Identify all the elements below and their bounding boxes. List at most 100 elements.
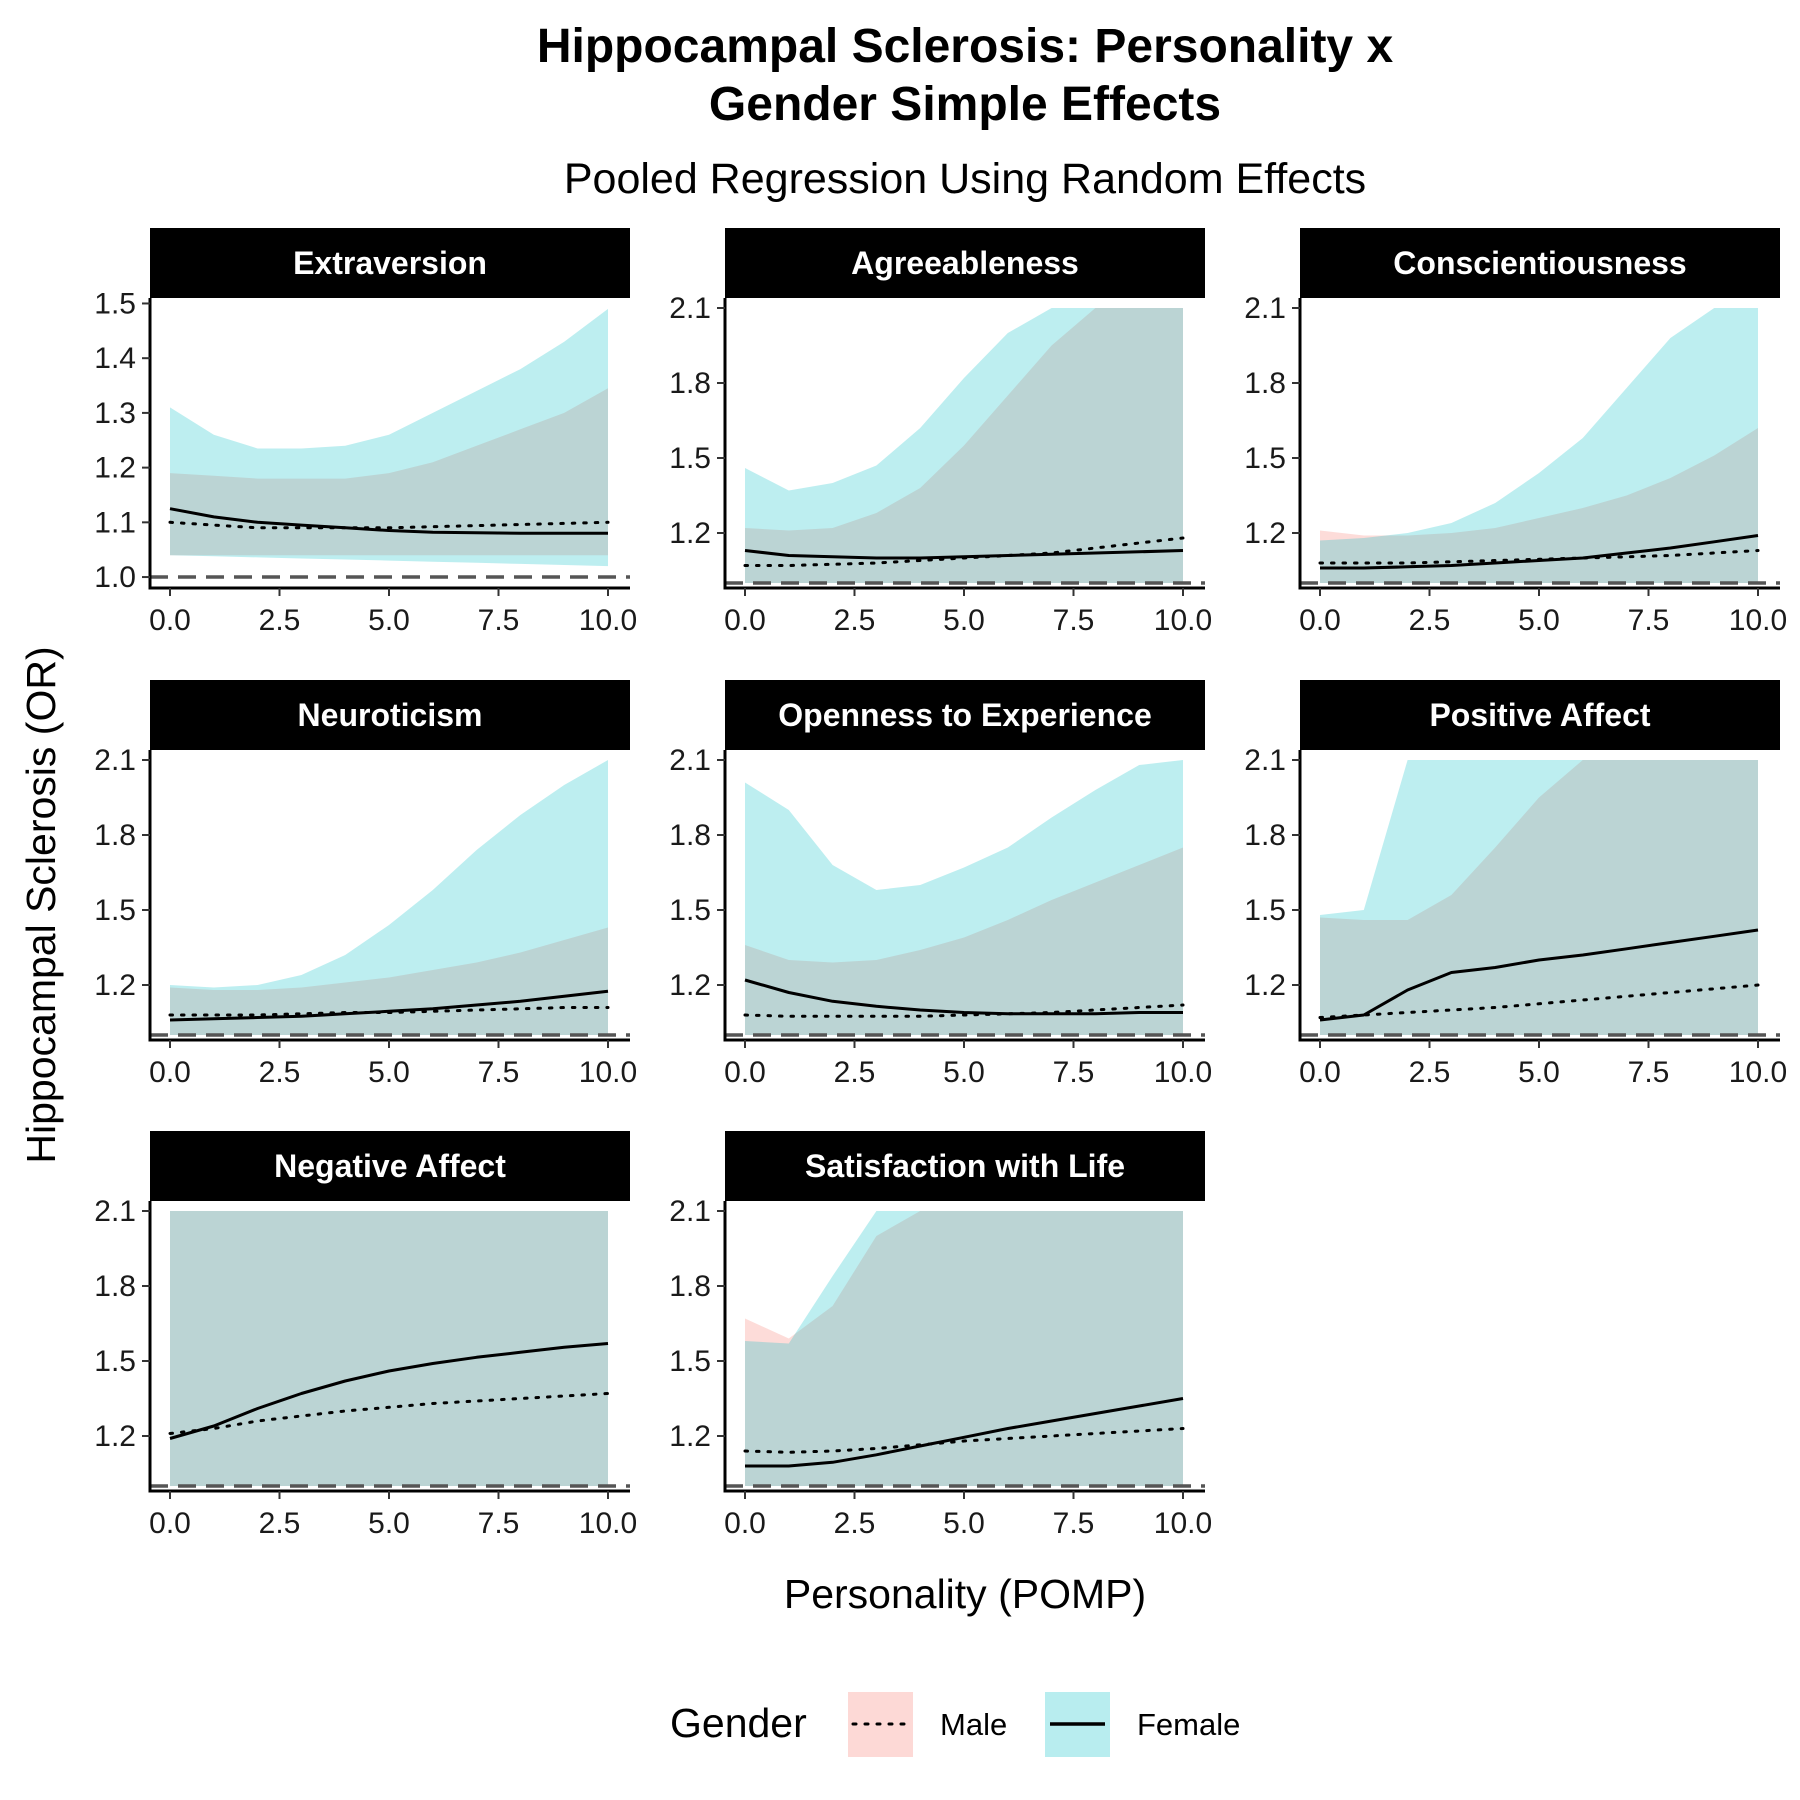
y-tick-label-satisfaction-with-life: 1.8 xyxy=(669,1270,711,1303)
y-tick-label-neuroticism: 2.1 xyxy=(94,744,136,777)
strip-openness-to-experience xyxy=(725,680,1205,750)
female-estimate-line-neuroticism xyxy=(169,989,609,1022)
y-tick-label-agreeableness: 1.8 xyxy=(669,367,711,400)
x-tick-label-agreeableness: 7.5 xyxy=(1053,604,1095,637)
male-ci-ribbon-agreeableness xyxy=(745,308,1183,583)
legend-label-female: Female xyxy=(1137,1707,1240,1742)
x-tick-label-satisfaction-with-life: 7.5 xyxy=(1053,1507,1095,1540)
strip-extraversion xyxy=(150,228,630,298)
strip-label-satisfaction-with-life: Satisfaction with Life xyxy=(805,1148,1125,1184)
strip-label-agreeableness: Agreeableness xyxy=(851,245,1079,281)
data-area-negative-affect xyxy=(168,1211,610,1486)
strip-label-negative-affect: Negative Affect xyxy=(274,1148,506,1184)
female-ci-ribbon-negative-affect xyxy=(170,1211,608,1486)
y-tick-label-conscientiousness: 1.8 xyxy=(1244,367,1286,400)
x-tick-label-openness-to-experience: 10.0 xyxy=(1154,1056,1212,1089)
data-area-satisfaction-with-life xyxy=(743,1211,1185,1486)
female-ci-ribbon-neuroticism xyxy=(170,760,608,1035)
y-tick-label-negative-affect: 2.1 xyxy=(94,1195,136,1228)
chart-title-line-1: Hippocampal Sclerosis: Personality x xyxy=(537,20,1394,73)
x-tick-label-extraversion: 2.5 xyxy=(259,604,301,637)
y-tick-label-agreeableness: 2.1 xyxy=(669,292,711,325)
x-tick-label-conscientiousness: 5.0 xyxy=(1518,604,1560,637)
strip-label-extraversion: Extraversion xyxy=(293,245,487,281)
female-estimate-line-satisfaction-with-life xyxy=(745,1397,1184,1468)
y-tick-label-openness-to-experience: 1.8 xyxy=(669,819,711,852)
y-tick-label-negative-affect: 1.5 xyxy=(94,1345,136,1378)
x-tick-label-openness-to-experience: 5.0 xyxy=(943,1056,985,1089)
female-estimate-line-extraversion xyxy=(169,507,608,535)
x-tick-label-agreeableness: 0.0 xyxy=(724,604,766,637)
x-tick-label-conscientiousness: 2.5 xyxy=(1409,604,1451,637)
y-axis-title: Hippocampal Sclerosis (OR) xyxy=(18,646,64,1163)
y-tick-label-extraversion: 1.3 xyxy=(94,397,136,430)
x-tick-label-satisfaction-with-life: 10.0 xyxy=(1154,1507,1212,1540)
strip-label-openness-to-experience: Openness to Experience xyxy=(778,697,1151,733)
x-tick-label-agreeableness: 2.5 xyxy=(834,604,876,637)
panel-agreeableness: Agreeableness 1.2 1.5 1.8 2.1 0.0 2.5 5.0 7.5 10.… xyxy=(669,228,1212,637)
y-tick-label-negative-affect: 1.2 xyxy=(94,1420,136,1453)
x-tick-label-extraversion: 10.0 xyxy=(579,604,637,637)
x-tick-label-positive-affect: 10.0 xyxy=(1729,1056,1787,1089)
x-tick-label-positive-affect: 2.5 xyxy=(1409,1056,1451,1089)
y-tick-label-openness-to-experience: 1.2 xyxy=(669,969,711,1002)
female-estimate-line-positive-affect xyxy=(1319,928,1759,1022)
data-area-extraversion xyxy=(168,308,610,567)
strip-conscientiousness xyxy=(1300,228,1780,298)
x-tick-label-extraversion: 0.0 xyxy=(149,604,191,637)
strip-label-conscientiousness: Conscientiousness xyxy=(1393,245,1686,281)
y-tick-label-extraversion: 1.0 xyxy=(94,561,136,594)
panel-openness-to-experience: Openness to Experience 1.2 1.5 1.8 2.1 0.0 2.5… xyxy=(669,680,1212,1089)
y-tick-label-openness-to-experience: 2.1 xyxy=(669,744,711,777)
female-estimate-line-negative-affect xyxy=(169,1342,609,1440)
female-estimate-line-openness-to-experience xyxy=(744,978,1183,1016)
female-ci-ribbon-satisfaction-with-life xyxy=(745,1211,1183,1486)
data-area-conscientiousness xyxy=(1318,308,1760,583)
panel-satisfaction-with-life: Satisfaction with Life 1.2 1.5 1.8 2.1 0.0 2.5… xyxy=(669,1131,1212,1540)
y-tick-label-satisfaction-with-life: 1.2 xyxy=(669,1420,711,1453)
x-tick-label-positive-affect: 0.0 xyxy=(1299,1056,1341,1089)
male-estimate-line-extraversion xyxy=(168,520,610,530)
x-tick-label-agreeableness: 10.0 xyxy=(1154,604,1212,637)
legend-title: Gender xyxy=(670,1700,807,1746)
female-ci-ribbon-positive-affect xyxy=(1320,760,1758,1035)
x-tick-label-extraversion: 5.0 xyxy=(368,604,410,637)
x-tick-label-satisfaction-with-life: 5.0 xyxy=(943,1507,985,1540)
x-tick-label-neuroticism: 2.5 xyxy=(259,1056,301,1089)
data-area-positive-affect xyxy=(1318,760,1760,1035)
x-tick-label-openness-to-experience: 2.5 xyxy=(834,1056,876,1089)
y-tick-label-satisfaction-with-life: 2.1 xyxy=(669,1195,711,1228)
x-tick-label-neuroticism: 7.5 xyxy=(478,1056,520,1089)
female-ci-ribbon-extraversion xyxy=(170,308,608,567)
female-ci-ribbon-conscientiousness xyxy=(1320,308,1758,583)
x-tick-label-openness-to-experience: 0.0 xyxy=(724,1056,766,1089)
x-tick-label-negative-affect: 5.0 xyxy=(368,1507,410,1540)
x-tick-label-conscientiousness: 7.5 xyxy=(1628,604,1670,637)
x-tick-label-extraversion: 7.5 xyxy=(478,604,520,637)
chart-subtitle: Pooled Regression Using Random Effects xyxy=(564,155,1366,203)
x-tick-label-satisfaction-with-life: 2.5 xyxy=(834,1507,876,1540)
data-area-agreeableness xyxy=(743,308,1185,583)
strip-label-positive-affect: Positive Affect xyxy=(1429,697,1650,733)
y-tick-label-agreeableness: 1.5 xyxy=(669,442,711,475)
y-tick-label-neuroticism: 1.8 xyxy=(94,819,136,852)
x-tick-label-neuroticism: 0.0 xyxy=(149,1056,191,1089)
data-area-neuroticism xyxy=(168,760,610,1035)
female-ci-ribbon-openness-to-experience xyxy=(745,760,1183,1035)
male-ci-ribbon-negative-affect xyxy=(170,1211,608,1486)
x-tick-label-agreeableness: 5.0 xyxy=(943,604,985,637)
x-tick-label-conscientiousness: 0.0 xyxy=(1299,604,1341,637)
y-tick-label-extraversion: 1.5 xyxy=(94,287,136,320)
panel-neuroticism: Neuroticism 1.2 1.5 1.8 2.1 0.0 2.5 5.0 7.5 10.0 xyxy=(94,680,637,1089)
x-tick-label-satisfaction-with-life: 0.0 xyxy=(724,1507,766,1540)
y-tick-label-negative-affect: 1.8 xyxy=(94,1270,136,1303)
male-ci-ribbon-openness-to-experience xyxy=(745,847,1183,1035)
panel-conscientiousness: Conscientiousness 1.2 1.5 1.8 2.1 0.0 2.5 5.0 7.… xyxy=(1244,228,1787,637)
y-tick-label-extraversion: 1.4 xyxy=(94,342,136,375)
y-tick-label-satisfaction-with-life: 1.5 xyxy=(669,1345,711,1378)
male-ci-ribbon-conscientiousness xyxy=(1320,428,1758,583)
male-estimate-line-negative-affect xyxy=(168,1392,610,1435)
male-ci-ribbon-extraversion xyxy=(170,388,608,556)
strip-negative-affect xyxy=(150,1131,630,1201)
x-tick-label-openness-to-experience: 7.5 xyxy=(1053,1056,1095,1089)
